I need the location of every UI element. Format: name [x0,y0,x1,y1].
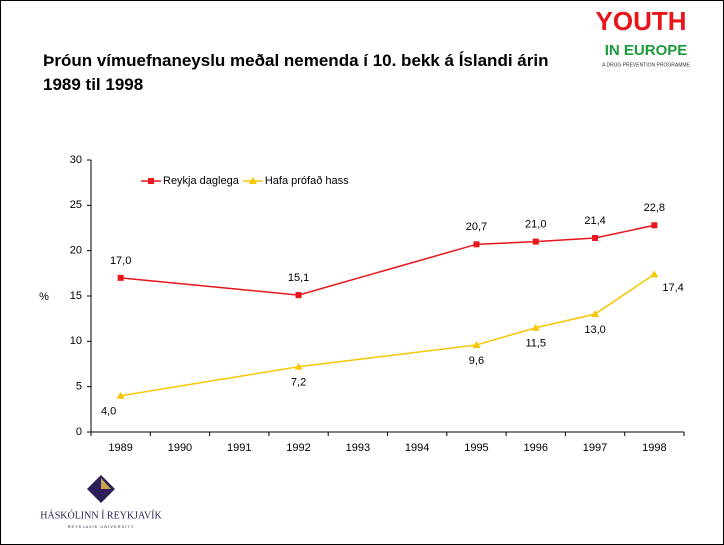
series-line [120,224,655,296]
y-tick-label: 30 [70,154,82,166]
legend-marker [148,178,154,184]
x-tick-label: 1998 [642,442,666,454]
data-label: 21,0 [525,219,546,231]
legend-marker [248,177,257,184]
data-label: 17,4 [662,282,683,294]
y-tick-label: 25 [70,199,82,211]
data-label: 22,8 [644,202,665,214]
series: 17,0 15,1 20,7 21,0 21,4 22,8 [110,202,665,299]
y-tick-label: 15 [70,290,82,302]
legend-label: Reykja daglega [163,175,240,187]
marker [295,292,302,299]
marker [116,391,125,399]
marker [472,340,481,348]
x-tick-label: 1994 [405,442,429,454]
logo-bottom: HÁSKÓLINN Í REYKJAVÍK REYKJAVIK UNIVERSI… [40,475,163,529]
data-label: 13,0 [584,324,605,336]
logo-tagline: A DRUG PREVENTION PROGRAMME [602,62,690,68]
series: 4,0 7,2 9,6 11,5 13,0 17,4 [101,270,684,418]
logo-subtitle: IN EUROPE [605,42,688,59]
marker [592,234,599,241]
x-tick-label: 1989 [108,442,132,454]
logo-top: YOUTH IN EUROPE A DRUG PREVENTION PROGRA… [596,6,691,68]
data-label: 20,7 [466,221,487,233]
logo-title: HÁSKÓLINN Í REYKJAVÍK [40,509,162,521]
x-tick-label: 1990 [168,442,192,454]
data-label: 17,0 [110,255,131,267]
chart-title: Þróun vímuefnaneyslu meðal nemenda í 10.… [43,51,549,94]
x-tick-label: 1992 [286,442,310,454]
logo-diamond-gold [101,478,111,489]
data-label: 21,4 [584,215,605,227]
y-tick-label: 5 [76,381,82,393]
x-tick-label: 1995 [464,442,488,454]
data-label: 4,0 [101,406,116,418]
data-label: 11,5 [525,338,546,350]
y-tick-label: 20 [70,245,82,257]
x-tick-label: 1993 [346,442,370,454]
data-label: 15,1 [288,272,309,284]
marker [651,222,658,229]
marker [531,323,540,331]
marker [473,241,480,248]
logo-subtitle: REYKJAVIK UNIVERSITY [68,524,135,529]
series-line [120,273,655,397]
marker [591,310,600,318]
marker [532,238,539,245]
x-tick-label: 1997 [583,442,607,454]
y-tick-label: 0 [76,426,82,438]
marker [117,274,124,281]
y-axis-label: % [39,291,49,303]
data-label: 9,6 [469,355,484,367]
marker [650,270,659,278]
data-label: 7,2 [291,377,306,389]
marker [294,362,303,370]
y-tick-label: 10 [70,335,82,347]
logo-title: YOUTH [596,6,687,36]
x-tick-label: 1996 [524,442,548,454]
x-tick-label: 1991 [227,442,251,454]
legend-label: Hafa prófað hass [265,175,349,187]
